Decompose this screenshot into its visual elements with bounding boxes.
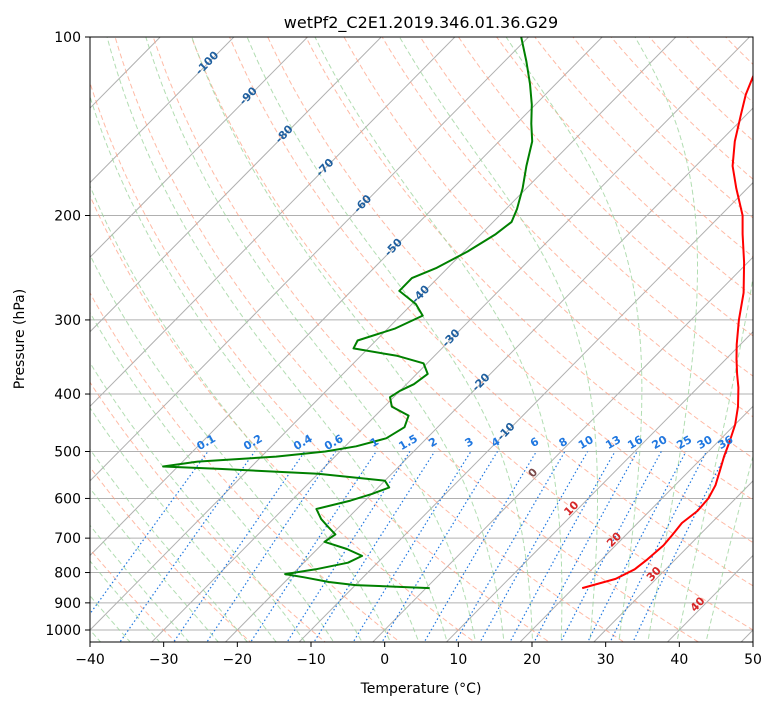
moist-adiabat-line xyxy=(90,448,248,642)
moist-adiabat-line xyxy=(90,487,219,642)
plot-frame xyxy=(89,36,754,643)
dry-adiabat-line xyxy=(190,37,753,631)
x-axis-label: Temperature (°C) xyxy=(360,681,482,697)
dry-adiabat-line xyxy=(114,37,625,642)
dry-adiabat-line xyxy=(90,291,401,642)
y-tick-label: 500 xyxy=(54,444,81,460)
mixing-ratio-line xyxy=(560,451,662,642)
isotherm-line xyxy=(90,37,530,482)
x-tick-label: 20 xyxy=(523,652,541,668)
y-tick-label: 200 xyxy=(54,209,81,225)
moist-adiabat-line xyxy=(191,37,505,642)
x-tick-label: 10 xyxy=(449,652,467,668)
moist-adiabat-line xyxy=(505,37,643,642)
moist-adiabat-line xyxy=(90,524,190,642)
mixing-ratio-line xyxy=(454,451,566,642)
mixing-ratio-line xyxy=(509,451,616,642)
dry-adiabat-line xyxy=(228,37,753,587)
moist-adiabat-line xyxy=(90,361,306,642)
y-tick-label: 400 xyxy=(54,387,81,403)
isotherm-line xyxy=(90,37,382,333)
isotherm-line xyxy=(593,480,753,642)
y-tick-label: 700 xyxy=(54,531,81,547)
x-tick-label: 50 xyxy=(744,652,762,668)
dry-adiabat-line xyxy=(267,37,753,544)
mixing-ratio-line xyxy=(313,451,436,642)
mixing-ratio-line xyxy=(119,451,256,642)
y-tick-label: 300 xyxy=(54,313,81,329)
isotherm-line xyxy=(90,37,235,184)
dry-adiabat-line xyxy=(90,81,550,642)
x-tick-label: 30 xyxy=(597,652,615,668)
moist-adiabat-line xyxy=(705,454,753,642)
dry-adiabat-line xyxy=(419,37,753,377)
y-tick-label: 600 xyxy=(54,491,81,507)
moist-adiabat-line xyxy=(90,595,131,642)
dry-adiabat-line xyxy=(90,194,476,642)
moist-adiabat-line xyxy=(314,37,563,642)
x-tick-label: −10 xyxy=(296,652,326,668)
mixing-ratio-line xyxy=(352,451,472,642)
isotherm-line xyxy=(90,37,309,258)
y-tick-label: 800 xyxy=(54,566,81,582)
dry-adiabat-line xyxy=(90,548,177,642)
x-tick-label: −40 xyxy=(75,652,105,668)
x-tick-label: 0 xyxy=(380,652,389,668)
dry-adiabat-line xyxy=(90,466,252,642)
isotherm-line xyxy=(372,256,753,642)
mixing-ratio-line xyxy=(533,451,638,642)
isotherm-line xyxy=(90,37,456,408)
isotherm-line xyxy=(519,405,753,642)
mixing-ratio-line xyxy=(250,451,377,642)
moist-adiabat-line xyxy=(90,407,277,642)
y-tick-label: 900 xyxy=(54,596,81,612)
x-tick-label: 40 xyxy=(670,652,688,668)
isotherm-line xyxy=(151,37,751,642)
mixing-ratio-line xyxy=(381,451,499,642)
isotherm-line xyxy=(298,181,753,642)
moist-adiabat-line xyxy=(90,184,391,642)
temperature-profile-line xyxy=(581,74,753,590)
x-tick-label: −30 xyxy=(149,652,179,668)
moist-adiabat-line xyxy=(90,95,420,642)
y-tick-label: 1000 xyxy=(45,623,81,639)
moist-adiabat-line xyxy=(90,253,363,642)
isotherm-line xyxy=(90,37,603,557)
mixing-ratio-line xyxy=(286,451,411,642)
dry-adiabat-line xyxy=(305,37,753,501)
moist-adiabat-line xyxy=(90,560,161,642)
dewpoint-profile-line xyxy=(162,37,534,590)
moist-adiabat-line xyxy=(145,37,477,642)
dry-adiabat-line xyxy=(343,37,753,459)
moist-adiabat-line xyxy=(90,311,335,642)
y-tick-label: 100 xyxy=(54,30,81,46)
dry-adiabat-line xyxy=(457,37,753,337)
x-tick-label: −20 xyxy=(223,652,253,668)
moist-adiabat-line xyxy=(399,37,598,642)
moist-adiabat-line xyxy=(634,37,698,642)
isotherm-line xyxy=(224,107,753,642)
mixing-ratio-line xyxy=(423,451,537,642)
axis-ticks: −40 −30 −20 −10 0 10 20 30 40 50 100 200 300 400 500 60… xyxy=(45,30,762,668)
dry-adiabat-line xyxy=(152,37,700,642)
mixing-ratio-line xyxy=(90,451,209,615)
mixing-ratio-line xyxy=(173,451,306,642)
dry-adiabat-line xyxy=(90,381,326,642)
moist-adiabat-line xyxy=(676,274,753,642)
moist-adiabat-line xyxy=(106,37,448,642)
moist-adiabat-line xyxy=(246,37,534,642)
chart-title: wetPf2_C2E1.2019.346.01.36.G29 xyxy=(284,13,558,33)
y-axis-label: Pressure (hPa) xyxy=(12,289,28,389)
mixing-ratio-line xyxy=(206,451,337,642)
